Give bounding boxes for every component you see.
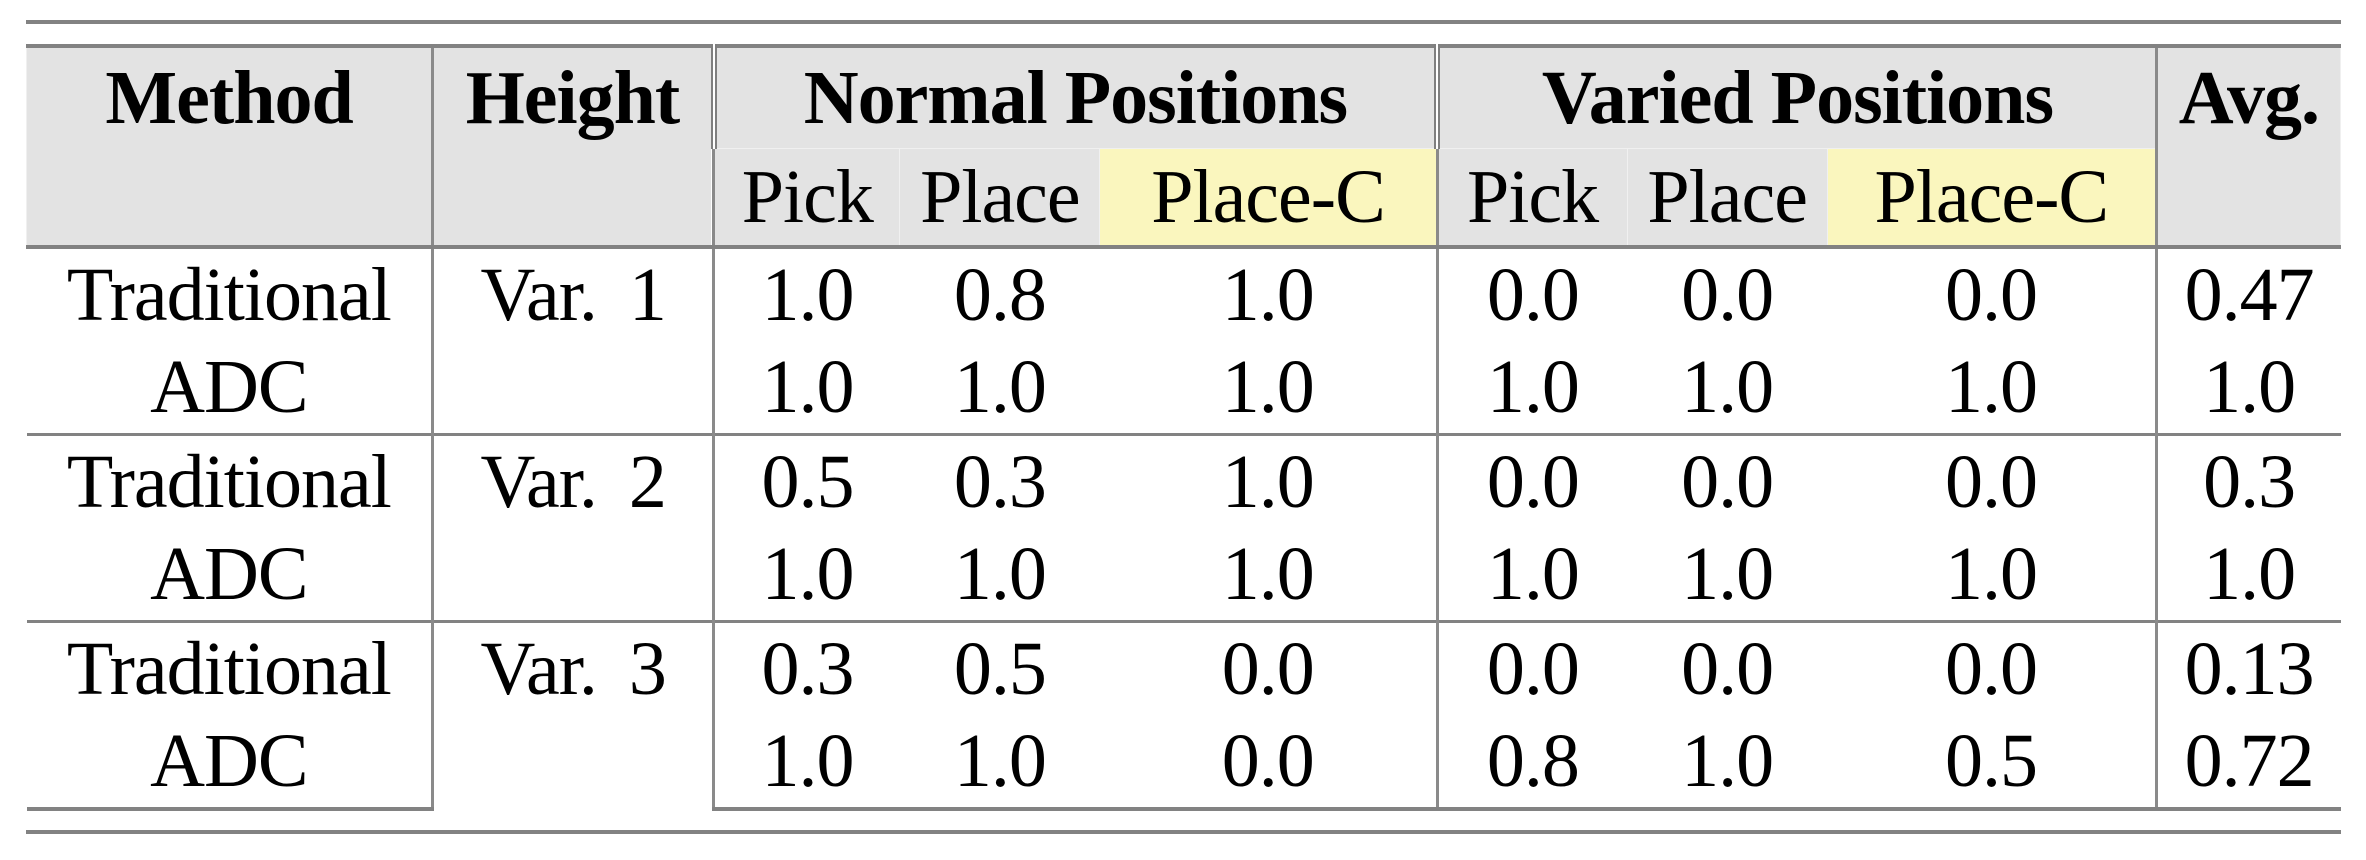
score-cell: 1.0 — [1435, 528, 1628, 622]
header-row-subcolumns: Pick Place Place-C Pick Place Place-C — [27, 148, 2341, 249]
score-cell: 1.0 — [899, 341, 1100, 435]
varied-pick-subheader: Pick — [1435, 148, 1628, 249]
score-cell: 0.0 — [1099, 620, 1438, 715]
varied-place-subheader: Place — [1626, 148, 1828, 249]
header-row-groups: Method Height Normal Positions Varied Po… — [25, 44, 2342, 249]
avg-cell: 1.0 — [2154, 528, 2341, 622]
method-cell: ADC — [26, 715, 433, 811]
score-cell: 0.0 — [1827, 620, 2157, 715]
score-cell: 0.0 — [1435, 620, 1628, 715]
method-cell: Traditional — [26, 433, 433, 528]
varied-positions-group-header: Varied Positions — [1434, 44, 2157, 149]
table-row-var1-adc: ADC 1.0 1.0 1.0 1.0 1.0 1.0 1.0 — [26, 341, 2341, 435]
score-cell: 0.5 — [1827, 715, 2157, 811]
score-cell: 0.0 — [1627, 620, 1828, 715]
normal-positions-group-header: Normal Positions — [710, 44, 1438, 149]
score-cell: 1.0 — [712, 341, 900, 435]
score-cell: 0.0 — [1435, 247, 1628, 341]
score-cell: 1.0 — [1827, 528, 2157, 622]
table-row-var3-traditional: Traditional Var. 3 0.3 0.5 0.0 0.0 0.0 0… — [26, 620, 2341, 809]
results-table: Method Height Normal Positions Varied Po… — [25, 44, 2342, 811]
avg-cell: 0.72 — [2154, 715, 2341, 811]
score-cell: 0.5 — [899, 620, 1100, 715]
normal-place-c-subheader-highlighted: Place-C — [1099, 148, 1438, 249]
score-cell: 1.0 — [899, 528, 1100, 622]
score-cell: 1.0 — [1627, 528, 1828, 622]
score-cell: 1.0 — [1099, 341, 1438, 435]
score-cell: 1.0 — [1099, 528, 1438, 622]
height-column-header: Height — [431, 44, 715, 249]
score-cell: 0.8 — [1435, 715, 1628, 811]
normal-place-subheader: Place — [899, 148, 1101, 249]
score-cell: 0.0 — [1435, 433, 1628, 528]
score-cell: 0.0 — [1627, 247, 1828, 341]
score-cell: 1.0 — [1099, 433, 1438, 528]
table-row-var3-adc: ADC 1.0 1.0 0.0 0.8 1.0 0.5 0.72 — [26, 715, 2341, 811]
method-cell: Traditional — [26, 247, 433, 341]
score-cell: 1.0 — [899, 715, 1100, 811]
avg-cell: 0.47 — [2154, 247, 2341, 341]
table-row-var1-traditional: Traditional Var. 1 1.0 0.8 1.0 0.0 0.0 0… — [26, 247, 2341, 435]
score-cell: 1.0 — [1627, 715, 1828, 811]
method-cell: ADC — [26, 528, 433, 622]
score-cell: 0.0 — [1099, 715, 1438, 811]
score-cell: 0.0 — [1827, 433, 2157, 528]
height-cell: Var. 1 — [431, 247, 714, 435]
top-rule — [26, 20, 2341, 24]
bottom-rule — [26, 830, 2341, 834]
avg-column-header: Avg. — [2154, 44, 2342, 249]
normal-pick-subheader: Pick — [712, 148, 901, 249]
score-cell: 0.8 — [899, 247, 1100, 341]
method-cell: ADC — [26, 341, 433, 435]
score-cell: 0.5 — [712, 433, 900, 528]
score-cell: 0.3 — [899, 433, 1100, 528]
varied-place-c-subheader-highlighted: Place-C — [1826, 148, 2157, 249]
score-cell: 1.0 — [712, 247, 900, 341]
score-cell: 1.0 — [1099, 247, 1438, 341]
avg-cell: 0.3 — [2154, 433, 2341, 528]
table-row-var2-traditional: Traditional Var. 2 0.5 0.3 1.0 0.0 0.0 0… — [26, 433, 2341, 622]
score-cell: 1.0 — [712, 715, 900, 811]
score-cell: 1.0 — [1827, 341, 2157, 435]
avg-cell: 1.0 — [2154, 341, 2341, 435]
score-cell: 0.0 — [1827, 247, 2157, 341]
height-cell: Var. 2 — [431, 433, 714, 622]
score-cell: 1.0 — [1435, 341, 1628, 435]
avg-cell: 0.13 — [2154, 620, 2341, 715]
score-cell: 0.3 — [712, 620, 900, 715]
score-cell: 1.0 — [1627, 341, 1828, 435]
height-cell: Var. 3 — [431, 620, 714, 809]
method-column-header: Method — [25, 44, 434, 249]
score-cell: 1.0 — [712, 528, 900, 622]
score-cell: 0.0 — [1627, 433, 1828, 528]
table-row-var2-adc: ADC 1.0 1.0 1.0 1.0 1.0 1.0 1.0 — [26, 528, 2341, 622]
method-cell: Traditional — [26, 620, 433, 715]
